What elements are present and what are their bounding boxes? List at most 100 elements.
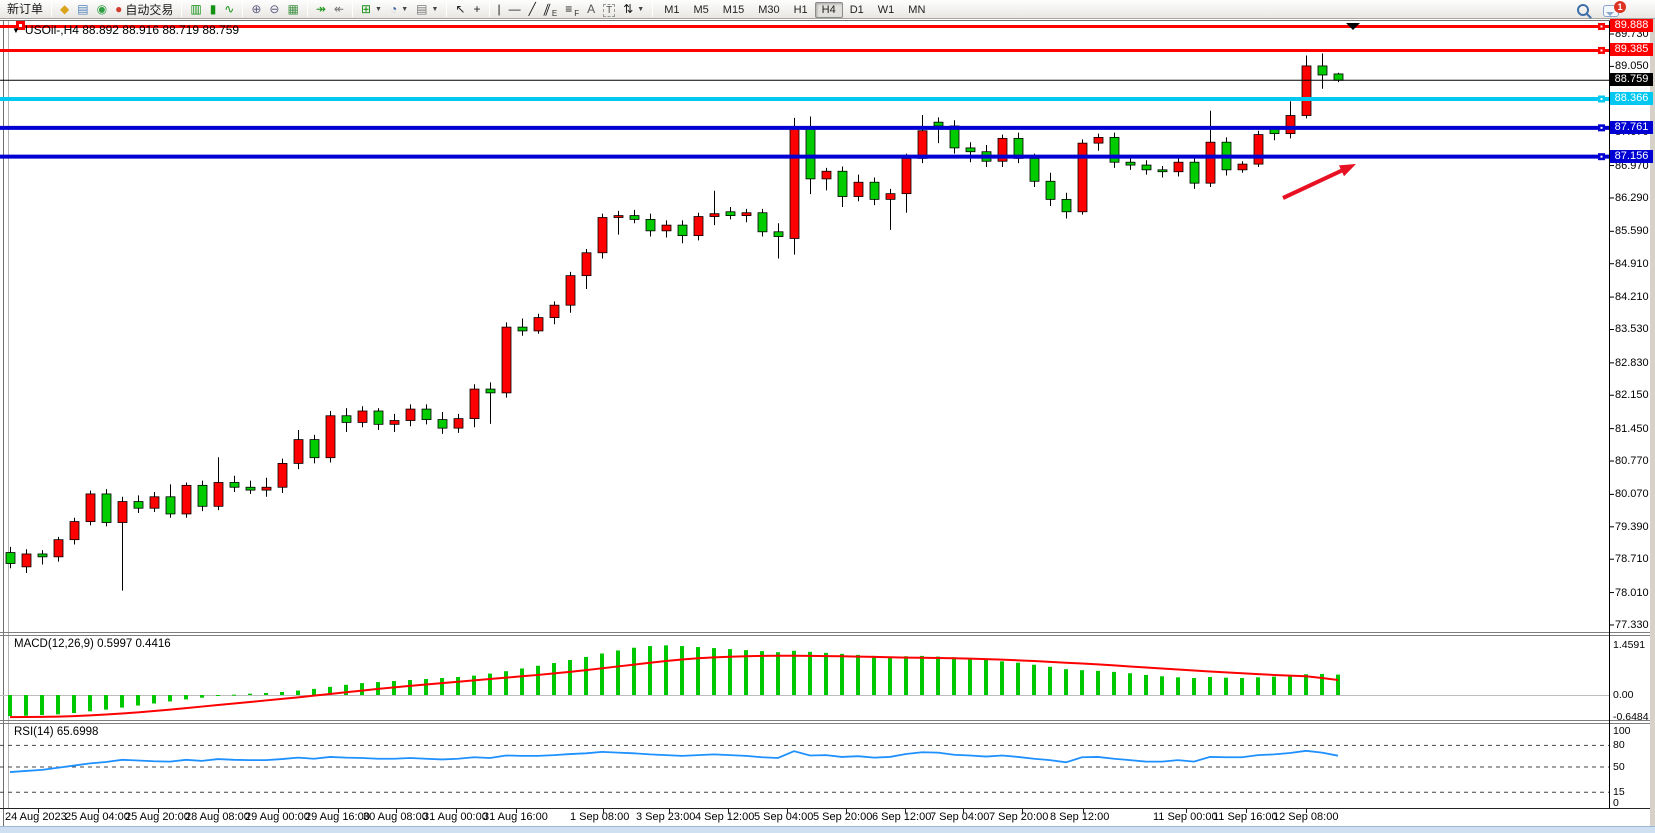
date-tick-label: 28 Aug 08:00 <box>185 811 250 823</box>
rsi-label: RSI(14) 65.6998 <box>14 726 99 738</box>
signal-icon[interactable]: ◉ <box>93 1 111 18</box>
toolbar-separator <box>51 0 53 17</box>
date-tick-label: 25 Aug 04:00 <box>65 811 130 823</box>
macd-label: MACD(12,26,9) 0.5997 0.4416 <box>14 638 171 650</box>
chevron-down-icon: ▼ <box>375 5 382 13</box>
date-tick-label: 7 Sep 20:00 <box>989 811 1049 823</box>
autotrading-button-label: 自动交易 <box>125 2 174 17</box>
rsi-scale-label: 0 <box>1613 797 1619 809</box>
status-strip <box>0 826 1655 833</box>
date-tick-label: 31 Aug 00:00 <box>423 811 488 823</box>
line-chart-icon: ∿ <box>224 1 235 16</box>
market-watch-icon: ▤ <box>77 1 89 16</box>
timeframe-h4[interactable]: H4 <box>814 2 843 18</box>
autoscroll-icon: ↠ <box>315 1 326 16</box>
text-icon: A <box>587 1 596 16</box>
autoscroll-icon[interactable]: ↠ <box>312 1 330 18</box>
profile-icon: ◆ <box>60 1 70 16</box>
indicators-icon[interactable]: ⊞ ▼ <box>357 1 386 18</box>
candlestick-chart-icon[interactable]: ▮ <box>206 1 221 18</box>
date-tick-label: 6 Sep 12:00 <box>872 811 932 823</box>
channel-icon[interactable]: ∥ E <box>540 1 561 18</box>
text-label-icon: T <box>603 3 616 17</box>
zoom-out-icon[interactable]: ⊖ <box>265 1 283 18</box>
chart-shift-icon: ↞ <box>333 1 344 16</box>
channel-icon-sub: E <box>551 8 558 18</box>
templates-icon[interactable]: ▤ ▼ <box>412 1 442 18</box>
symbol-ohlc-text: USOil-,H4 88.892 88.916 88.719 88.759 <box>24 23 240 37</box>
price-tick-label: 78.010 <box>1615 586 1649 599</box>
price-tick-label: 85.590 <box>1615 225 1649 238</box>
toolbar-separator <box>652 0 654 17</box>
window-right-border <box>1650 19 1655 832</box>
price-tick-label: 86.290 <box>1615 191 1649 204</box>
price-line-label: 89.385 <box>1610 43 1653 57</box>
trendline-icon[interactable]: ╱ <box>525 1 540 18</box>
tile-windows-icon[interactable]: ▦ <box>283 1 302 18</box>
profile-icon[interactable]: ◆ <box>56 1 73 18</box>
macd-scale-label: 0.00 <box>1613 689 1634 701</box>
price-tick-label: 78.710 <box>1615 553 1649 566</box>
timeframe-m30[interactable]: M30 <box>758 4 780 16</box>
text-label-icon[interactable]: T <box>599 2 619 19</box>
horizontal-line-icon: — <box>508 1 521 16</box>
timeframe-w1[interactable]: W1 <box>877 4 895 16</box>
bar-chart-icon[interactable]: ▥ <box>186 1 205 18</box>
timeframe-m15[interactable]: M15 <box>722 4 745 16</box>
chat-icon[interactable]: 1 <box>1603 0 1626 17</box>
chevron-down-icon[interactable]: ▼ <box>12 26 20 35</box>
toolbar-separator <box>488 0 490 17</box>
cursor-icon[interactable]: ↖ <box>451 1 469 18</box>
macd-scale-label: 1.4591 <box>1613 639 1646 652</box>
timeframe-m1[interactable]: M1 <box>664 4 680 16</box>
timeframe-toolbar: M1 M5 M15 M30 H1 H4 D1 W1 MN <box>657 0 932 18</box>
vertical-line-icon[interactable]: | <box>494 1 505 18</box>
search-icon[interactable] <box>1577 4 1589 16</box>
indicators-icon: ⊞ <box>360 1 372 16</box>
price-tick-label: 80.070 <box>1615 488 1649 501</box>
new-order-button[interactable]: 新订单 <box>3 0 47 17</box>
zoom-in-icon[interactable]: ⊕ <box>247 1 265 18</box>
autotrading-button: ● <box>115 1 123 16</box>
fibonacci-icon-sub: F <box>574 8 580 18</box>
date-tick-label: 24 Aug 2023 <box>5 811 67 823</box>
date-tick-label: 5 Sep 20:00 <box>813 811 873 823</box>
autotrading-button[interactable]: ● 自动交易 <box>111 1 177 18</box>
line-chart-icon[interactable]: ∿ <box>220 1 238 18</box>
periods-icon[interactable]: ◔ ▼ <box>386 1 412 18</box>
fibonacci-icon[interactable]: ≡ F <box>561 1 583 18</box>
date-tick-label: 1 Sep 08:00 <box>570 811 630 823</box>
date-tick-label: 25 Aug 20:00 <box>125 811 190 823</box>
chart-shift-icon[interactable]: ↞ <box>330 1 348 18</box>
vertical-line-icon: | <box>497 1 501 16</box>
market-watch-icon[interactable]: ▤ <box>73 1 92 18</box>
horizontal-line-icon[interactable]: — <box>505 1 525 18</box>
notification-badge: 1 <box>1614 0 1626 13</box>
price-line-label: 89.888 <box>1610 19 1653 33</box>
crosshair-icon[interactable]: + <box>469 1 484 18</box>
current-price-label: 88.759 <box>1610 73 1653 87</box>
timeframe-mn[interactable]: MN <box>908 4 926 16</box>
price-tick-label: 84.910 <box>1615 257 1649 270</box>
toolbar-separator <box>351 0 353 17</box>
date-tick-label: 5 Sep 04:00 <box>754 811 814 823</box>
timeframe-m5[interactable]: M5 <box>693 4 709 16</box>
date-tick-label: 11 Sep 00:00 <box>1153 811 1218 823</box>
rsi-scale-label: 100 <box>1613 725 1631 737</box>
text-icon[interactable]: A <box>583 1 599 18</box>
date-tick-label: 29 Aug 00:00 <box>245 811 310 823</box>
arrows-icon[interactable]: ⇅ ▼ <box>619 1 648 18</box>
rsi-scale-label: 15 <box>1613 786 1625 799</box>
price-tick-label: 77.330 <box>1615 618 1649 631</box>
timeframe-d1[interactable]: D1 <box>849 4 864 16</box>
macd-scale-label: -0.6484 <box>1613 711 1649 724</box>
timeframe-h1[interactable]: H1 <box>793 4 808 16</box>
date-tick-label: 12 Sep 08:00 <box>1273 811 1339 823</box>
trendline-icon: ╱ <box>528 1 536 16</box>
quote-line[interactable]: ▼ USOil-,H4 88.892 88.916 88.719 88.759 <box>12 23 239 37</box>
toolbar: 新订单 ◆ ▤ ◉ ● 自动交易 ▥ ▮ ∿ ⊕ ⊖ ▦ ↠ ↞ ⊞ ▼ ◔ ▼ ▤ ▼ ↖ + | — ╱ ∥ E ≡ F A T ⇅ ▼ M… <box>0 0 1655 19</box>
toolbar-separator <box>306 0 308 17</box>
date-tick-label: 30 Aug 08:00 <box>363 811 428 823</box>
